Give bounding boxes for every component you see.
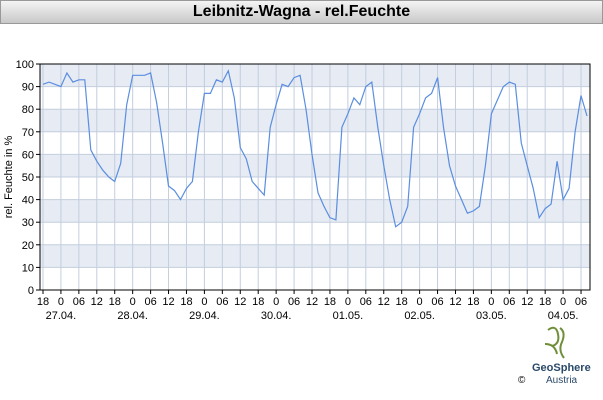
y-tick-label: 50 — [22, 172, 34, 184]
x-date-label: 29.04. — [189, 310, 220, 322]
x-tick-label: 12 — [91, 296, 103, 308]
x-tick-label: 18 — [396, 296, 408, 308]
y-tick-label: 90 — [22, 82, 34, 94]
x-tick-label: 06 — [503, 296, 515, 308]
x-tick-label: 18 — [180, 296, 192, 308]
y-tick-label: 20 — [22, 240, 34, 252]
x-tick-label: 0 — [488, 296, 494, 308]
chart-title: Leibnitz-Wagna - rel.Feuchte — [0, 0, 603, 24]
x-tick-label: 0 — [201, 296, 207, 308]
x-tick-label: 0 — [345, 296, 351, 308]
x-date-label: 02.05. — [404, 310, 435, 322]
x-tick-label: 0 — [58, 296, 64, 308]
y-tick-label: 70 — [22, 127, 34, 139]
x-date-label: 01.05. — [333, 310, 364, 322]
x-tick-label: 12 — [378, 296, 390, 308]
x-tick-label: 06 — [144, 296, 156, 308]
y-tick-label: 100 — [16, 59, 34, 71]
x-tick-label: 06 — [431, 296, 443, 308]
plot-frame — [39, 63, 591, 291]
logo-name: GeoSphere — [532, 362, 591, 374]
x-tick-label: 0 — [560, 296, 566, 308]
y-tick-label: 60 — [22, 149, 34, 161]
y-tick-label: 40 — [22, 195, 34, 207]
x-date-label: 04.05. — [548, 310, 579, 322]
x-tick-label: 18 — [324, 296, 336, 308]
x-date-label: 28.04. — [117, 310, 148, 322]
x-tick-label: 12 — [449, 296, 461, 308]
x-tick-label: 06 — [575, 296, 587, 308]
y-tick-label: 10 — [22, 262, 34, 274]
x-tick-label: 0 — [417, 296, 423, 308]
x-tick-label: 06 — [288, 296, 300, 308]
grid-band — [40, 199, 590, 223]
x-tick-label: 18 — [252, 296, 264, 308]
x-tick-label: 0 — [130, 296, 136, 308]
x-date-label: 03.05. — [476, 310, 507, 322]
x-tick-label: 0 — [273, 296, 279, 308]
x-tick-label: 18 — [37, 296, 49, 308]
x-tick-label: 12 — [521, 296, 533, 308]
y-tick-label: 80 — [22, 104, 34, 116]
x-date-label: 30.04. — [261, 310, 292, 322]
x-tick-label: 12 — [162, 296, 174, 308]
data-line — [42, 69, 588, 228]
x-date-label: 27.04. — [46, 310, 77, 322]
logo-icon — [544, 326, 565, 359]
x-tick-label: 06 — [73, 296, 85, 308]
x-tick-label: 12 — [306, 296, 318, 308]
x-tick-label: 06 — [216, 296, 228, 308]
copyright: © — [518, 375, 526, 386]
x-tick-label: 18 — [109, 296, 121, 308]
grid-band — [40, 64, 590, 87]
x-tick-label: 18 — [467, 296, 479, 308]
y-tick-label: 0 — [28, 285, 34, 297]
grid-band — [40, 109, 590, 132]
grid-band — [40, 244, 590, 268]
x-tick-label: 12 — [234, 296, 246, 308]
x-tick-label: 18 — [539, 296, 551, 308]
grid-band — [40, 154, 590, 177]
y-axis-label: rel. Feuchte in % — [3, 136, 15, 219]
y-tick-label: 30 — [22, 217, 34, 229]
x-tick-label: 06 — [360, 296, 372, 308]
logo-sub: Austria — [546, 375, 578, 386]
